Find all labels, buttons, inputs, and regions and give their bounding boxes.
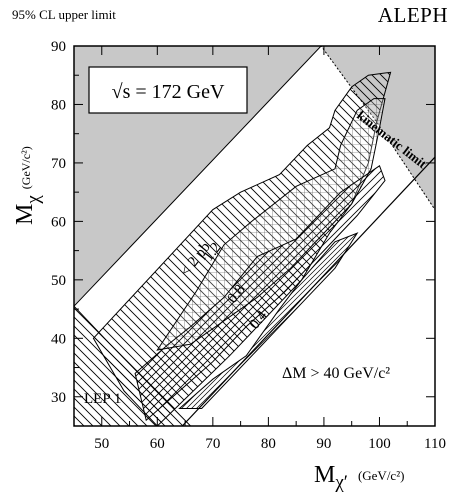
- y-tick-label-90: 90: [51, 39, 66, 55]
- y-tick-label-30: 30: [51, 390, 66, 406]
- delta-m-label: ΔM > 40 GeV/c²: [282, 365, 390, 382]
- y-tick-label-50: 50: [51, 273, 66, 289]
- x-tick-label-110: 110: [424, 436, 446, 452]
- cl-note: 95% CL upper limit: [12, 7, 116, 22]
- energy-label: √s = 172 GeV: [112, 81, 225, 103]
- x-tick-label-50: 50: [94, 436, 109, 452]
- x-axis-label: Mχ′ (GeV/c²): [314, 456, 458, 501]
- y-axis-unit: (GeV/c²): [19, 146, 33, 189]
- y-tick-label-40: 40: [51, 331, 66, 347]
- x-axis-unit: (GeV/c²): [358, 468, 404, 483]
- delta-m-boundary: [181, 156, 435, 426]
- lep1-label: LEP 1: [84, 391, 121, 407]
- svg-text:Mχ′(GeV/c²): Mχ′ (GeV/c²): [314, 462, 404, 493]
- y-tick-label-60: 60: [51, 214, 66, 230]
- y-axis-label: Mχ (GeV/c²): [4, 105, 44, 225]
- experiment-name: ALEPH: [377, 3, 448, 27]
- energy-label-box: [88, 66, 248, 114]
- x-axis-sub: χ′: [334, 472, 348, 493]
- x-axis: 50 60 70 80 90 100 110: [73, 46, 446, 452]
- plot-frame: [73, 45, 436, 427]
- x-tick-label-60: 60: [150, 436, 165, 452]
- contour-0.4: [178, 232, 359, 409]
- y-tick-label-80: 80: [51, 97, 66, 113]
- x-tick-label-70: 70: [205, 436, 220, 452]
- x-tick-label-80: 80: [261, 436, 276, 452]
- kinematic-limit-region: [320, 46, 435, 211]
- x-tick-label-90: 90: [316, 436, 331, 452]
- x-axis-symbol: M: [314, 462, 335, 488]
- y-axis-sub: χ: [23, 195, 44, 205]
- contour-0.8: [134, 165, 386, 422]
- y-axis-symbol: M: [12, 204, 38, 225]
- y-tick-label-70: 70: [51, 156, 66, 172]
- x-tick-label-100: 100: [368, 436, 391, 452]
- svg-text:Mχ(GeV/c²): Mχ (GeV/c²): [12, 146, 44, 225]
- y-axis: 30 40 50 60 70 80 90: [51, 39, 435, 427]
